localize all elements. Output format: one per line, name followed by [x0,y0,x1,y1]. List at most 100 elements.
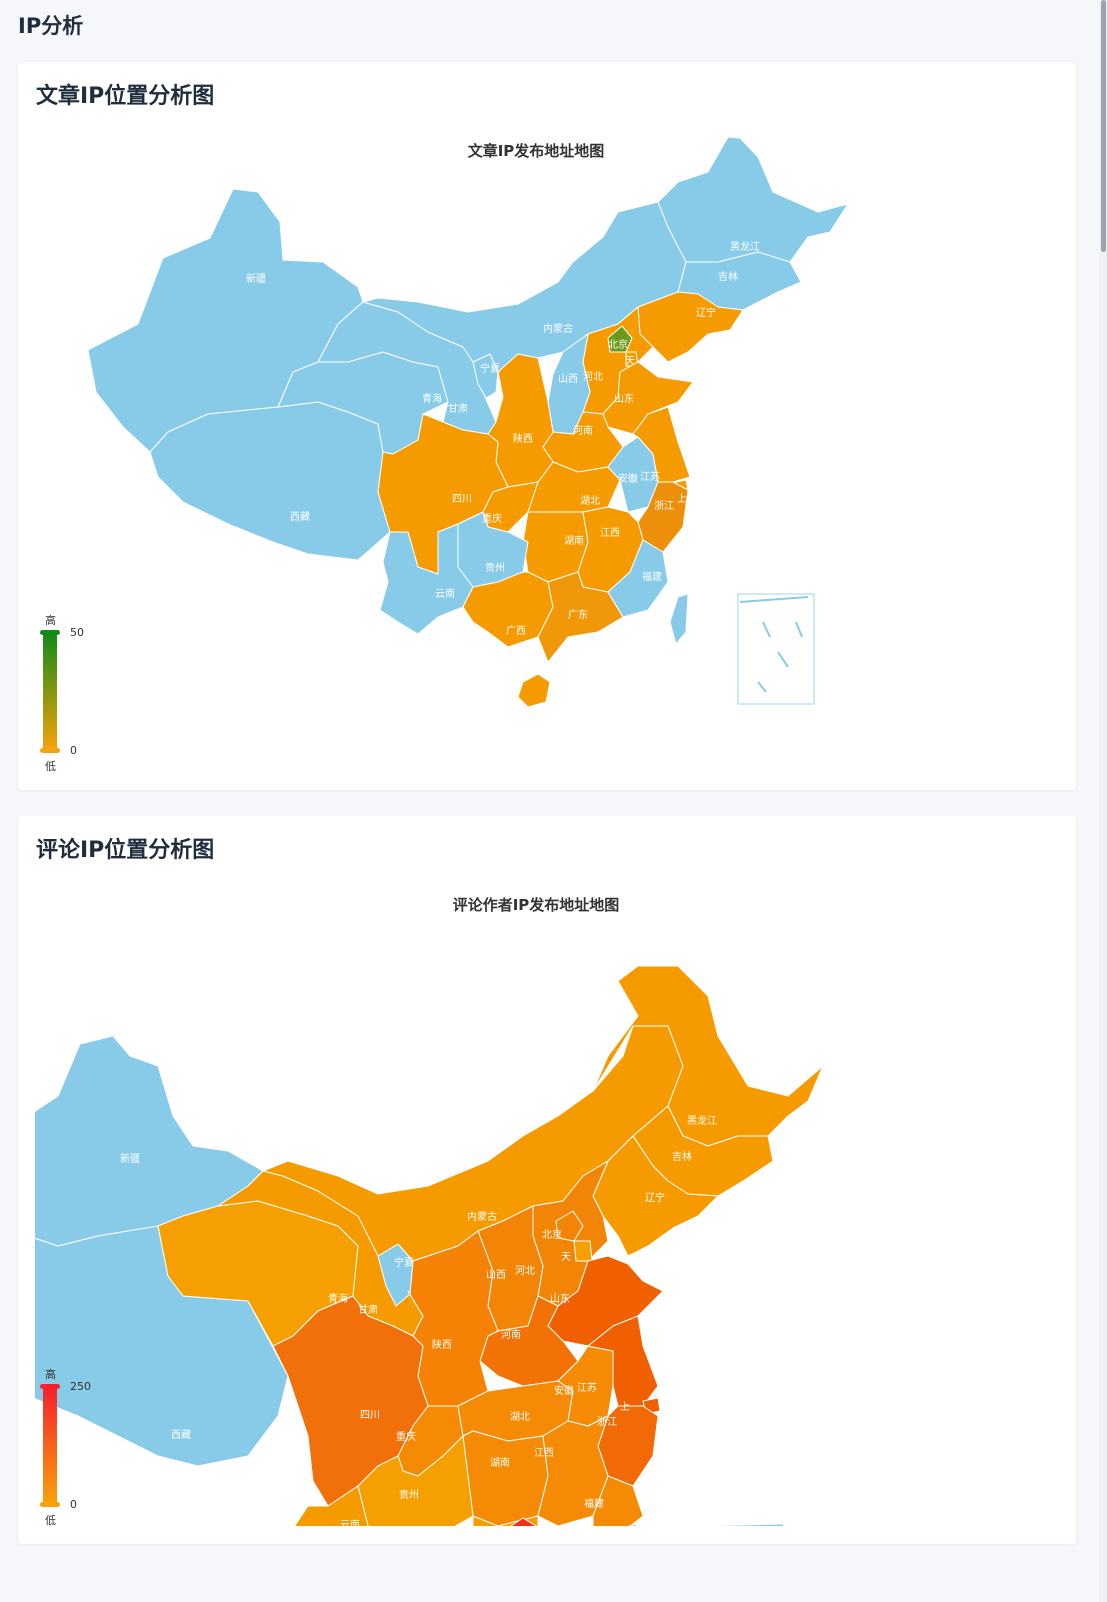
svg-text:青海: 青海 [422,392,442,405]
article-ip-card: 文章IP位置分析图 文章IP发布地址地图 [18,62,1076,790]
comment-province-labels: 新疆 西藏 青海 甘肃 宁夏 内蒙古 黑龙江 吉林 辽宁 北京 天 河北 山西 … [120,1114,717,1526]
svg-text:福建: 福建 [584,1497,604,1510]
svg-text:福建: 福建 [642,570,662,583]
province-hunan[interactable] [462,1430,549,1526]
svg-text:陕西: 陕西 [432,1338,452,1351]
svg-text:贵州: 贵州 [485,561,505,574]
province-guangdong[interactable] [508,1517,537,1526]
province-fujian[interactable] [592,1475,644,1526]
svg-text:辽宁: 辽宁 [696,306,716,319]
page-title: IP分析 [18,14,84,38]
article-china-map[interactable]: 新疆 西藏 青海 甘肃 宁夏 内蒙古 黑龙江 吉林 辽宁 北京 天 河北 山西 … [18,62,1076,790]
svg-text:四川: 四川 [452,494,472,505]
province-guizhou[interactable] [357,1435,474,1526]
svg-text:江苏: 江苏 [577,1381,597,1394]
province-liaoning[interactable] [592,1135,719,1257]
province-hainan[interactable] [517,673,551,708]
svg-text:青海: 青海 [328,1292,348,1305]
svg-text:西藏: 西藏 [171,1429,191,1441]
svg-text:安徽: 安徽 [618,472,638,485]
province-xizang[interactable] [28,1225,289,1467]
svg-text:重庆: 重庆 [482,512,502,525]
svg-text:甘肃: 甘肃 [448,402,468,415]
comment-china-map[interactable]: 新疆 西藏 青海 甘肃 宁夏 内蒙古 黑龙江 吉林 辽宁 北京 天 河北 山西 … [18,816,1076,1526]
svg-text:辽宁: 辽宁 [645,1191,665,1204]
comment-card-title: 评论IP位置分析图 [36,838,215,863]
svg-text:山西: 山西 [486,1269,506,1281]
svg-text:重庆: 重庆 [396,1430,416,1443]
legend-high-label: 高 [45,1368,56,1381]
province-anhui[interactable] [557,1345,614,1427]
svg-text:河南: 河南 [501,1328,521,1341]
svg-text:北京: 北京 [608,338,628,351]
svg-text:四川: 四川 [360,1410,380,1421]
province-beijing[interactable] [555,1210,584,1242]
svg-text:云南: 云南 [435,587,455,600]
legend-low-label: 低 [45,1514,56,1527]
svg-text:宁夏: 宁夏 [394,1256,414,1269]
article-card-title: 文章IP位置分析图 [36,84,215,109]
legend-low-label: 低 [45,760,56,773]
legend-bottom-handle[interactable] [40,748,60,753]
svg-text:天: 天 [561,1252,571,1263]
svg-text:贵州: 贵州 [399,1488,419,1501]
legend-high-label: 高 [45,614,56,627]
scrollbar-thumb[interactable] [1101,0,1106,252]
svg-text:广东: 广东 [568,608,588,621]
svg-text:浙江: 浙江 [597,1416,617,1428]
svg-text:宁夏: 宁夏 [480,362,500,375]
comment-ip-card: 评论IP位置分析图 评论作者IP发布地址地图 [18,816,1076,1544]
south-sea-inset [737,593,815,705]
legend-bottom-handle[interactable] [40,1502,60,1507]
province-tianjin[interactable] [573,1240,593,1262]
south-sea-islands [739,596,809,693]
svg-text:新疆: 新疆 [246,272,266,285]
svg-text:黑龙江: 黑龙江 [730,240,760,253]
svg-text:湖北: 湖北 [580,495,600,507]
svg-text:吉林: 吉林 [718,270,738,283]
article-visual-map-legend[interactable]: 高 50 0 低 [36,610,126,773]
svg-text:天: 天 [625,356,635,367]
svg-text:河南: 河南 [573,424,593,437]
svg-text:上: 上 [620,1401,630,1413]
province-jiangsu[interactable] [587,1315,659,1407]
province-yunnan[interactable] [288,1485,378,1526]
province-guangdong[interactable] [537,571,624,663]
svg-text:新疆: 新疆 [120,1152,140,1165]
province-taiwan[interactable] [623,1523,638,1526]
legend-top-handle[interactable] [40,630,60,635]
svg-text:山东: 山东 [550,1292,570,1305]
svg-text:吉林: 吉林 [672,1150,692,1163]
svg-text:北京: 北京 [542,1228,562,1241]
province-xizang[interactable] [149,401,391,561]
svg-text:江西: 江西 [600,527,620,539]
legend-gradient-bar[interactable] [43,634,57,750]
svg-text:浙江: 浙江 [654,500,674,512]
svg-text:黑龙江: 黑龙江 [687,1114,717,1127]
province-henan[interactable] [479,1295,579,1387]
legend-gradient-bar[interactable] [43,1388,57,1504]
article-map-title: 文章IP发布地址地图 [467,142,605,160]
province-fujian[interactable] [607,539,669,618]
legend-top-handle[interactable] [40,1384,60,1389]
province-jiangsu[interactable] [632,406,691,483]
article-province-labels: 新疆 西藏 青海 甘肃 宁夏 内蒙古 黑龙江 吉林 辽宁 北京 天 河北 山西 … [246,240,760,637]
province-heilongjiang[interactable] [592,965,824,1147]
svg-text:甘肃: 甘肃 [358,1303,378,1316]
svg-text:湖南: 湖南 [564,534,584,547]
province-taiwan[interactable] [669,593,689,645]
comment-visual-map-legend[interactable]: 高 250 0 低 [36,1364,126,1527]
legend-min-value: 0 [70,1498,77,1511]
svg-text:内蒙古: 内蒙古 [467,1210,497,1223]
svg-text:河北: 河北 [583,371,603,383]
svg-text:湖南: 湖南 [490,1456,510,1469]
page-scrollbar[interactable] [1099,0,1107,1602]
svg-text:安徽: 安徽 [554,1384,574,1397]
svg-text:西藏: 西藏 [290,511,310,523]
province-beijing[interactable] [607,325,633,353]
svg-text:江西: 江西 [534,1447,554,1459]
svg-text:内蒙古: 内蒙古 [543,322,573,335]
svg-text:上: 上 [677,493,687,505]
svg-text:陕西: 陕西 [513,432,533,445]
svg-text:山西: 山西 [558,373,578,385]
